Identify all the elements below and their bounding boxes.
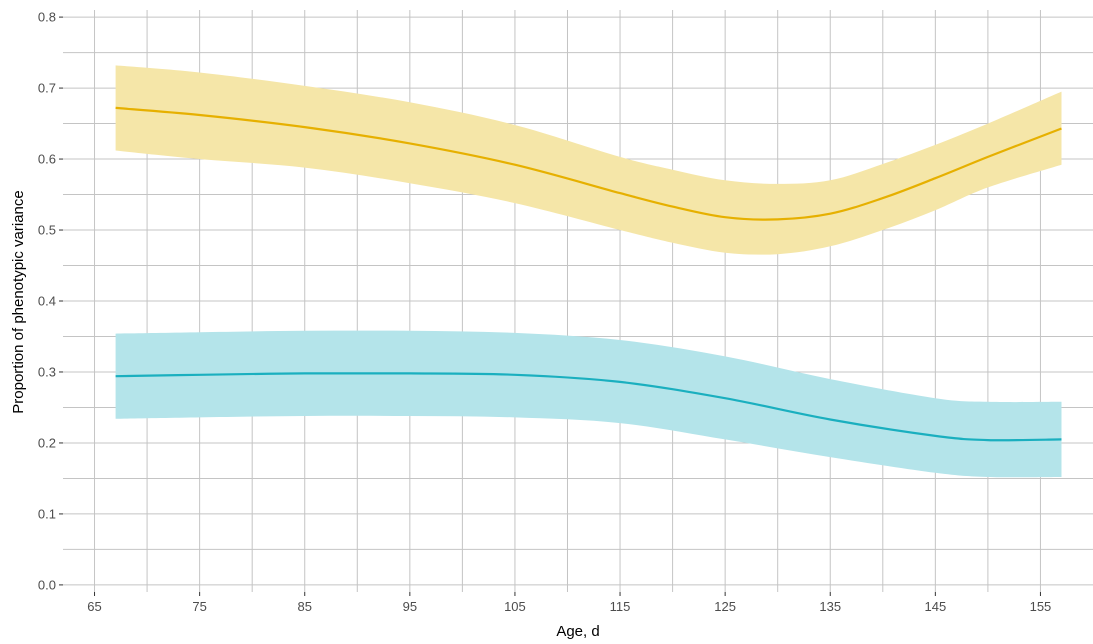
x-tick-label: 65 [87,599,101,614]
series-lines [115,106,1062,442]
x-tick-label: 85 [298,599,312,614]
confidence-band-2 [115,330,1062,478]
x-tick-label: 155 [1030,599,1052,614]
y-axis-title: Proportion of phenotypic variance [10,190,27,413]
y-tick-label: 0.6 [38,152,56,167]
x-tick-label: 115 [610,599,631,614]
y-tick-label: 0.5 [38,223,56,238]
x-tick-label: 135 [819,599,841,614]
x-tick-label: 95 [403,599,417,614]
y-tick-label: 0.1 [38,506,56,521]
y-tick-label: 0.4 [38,294,56,309]
series-line-2 [115,372,1062,442]
x-tick-label: 105 [504,599,526,614]
confidence-bands [115,65,1062,478]
x-tick-label: 75 [192,599,206,614]
x-axis-title: Age, d [556,623,599,640]
x-tick-label: 125 [714,599,736,614]
y-tick-label: 0.2 [38,435,56,450]
ticks: 65 75 85 95 105 115 125 135 145 155 0.0 0.1 0.2 0.3 0.… [38,10,1051,614]
y-tick-label: 0.3 [38,364,56,379]
x-tick-label: 145 [924,599,946,614]
y-tick-label: 0.0 [38,577,56,592]
y-tick-label: 0.7 [38,81,56,96]
confidence-band-1 [115,65,1062,255]
y-tick-label: 0.8 [38,10,56,25]
series-line-1 [115,106,1062,221]
